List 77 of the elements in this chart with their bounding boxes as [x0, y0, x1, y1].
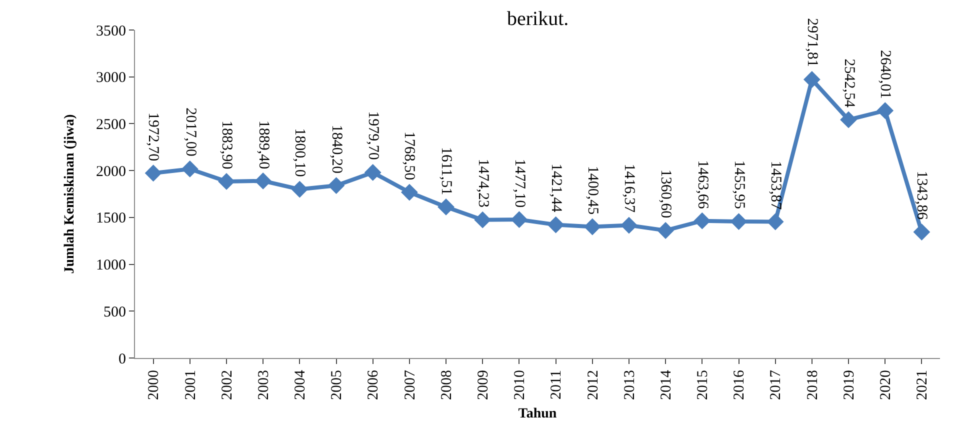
data-label: 1883,90 [218, 120, 234, 170]
data-label: 1477,10 [511, 158, 528, 208]
y-tick-label: 2500 [96, 116, 126, 133]
point [766, 213, 784, 230]
data-label: 1979,70 [364, 111, 381, 160]
point [876, 102, 894, 120]
x-tick-label: 2013 [622, 370, 638, 400]
data-label: 1840,20 [328, 124, 344, 174]
data-label: 1360,60 [658, 169, 674, 218]
x-tick-label: 2015 [695, 370, 712, 400]
x-tick-label: 2006 [366, 370, 382, 400]
x-tick-label: 2008 [438, 370, 455, 400]
x-tick-label: 2009 [475, 370, 492, 400]
point [364, 164, 382, 181]
y-tick-label: 1500 [96, 210, 126, 227]
point [254, 172, 272, 190]
x-tick-label: 2004 [292, 370, 309, 400]
point [694, 212, 711, 230]
x-tick-label: 2007 [402, 370, 418, 400]
point [474, 211, 492, 228]
point [657, 222, 674, 239]
point [730, 213, 748, 230]
point [840, 111, 857, 128]
data-label: 1416,37 [620, 164, 637, 214]
annotation: berikut. [507, 8, 569, 30]
data-label: 1474,23 [474, 158, 491, 208]
point [181, 160, 198, 178]
data-label: 1889,40 [256, 120, 272, 170]
x-tick-label: 2014 [658, 370, 674, 400]
point [913, 224, 930, 241]
x-tick-label: 2010 [512, 370, 528, 400]
y-tick-label: 500 [104, 304, 126, 320]
point [400, 184, 418, 201]
data-label: 2542,54 [840, 58, 857, 108]
point [803, 71, 820, 88]
x-tick-label: 2012 [585, 370, 602, 400]
data-label: 1421,44 [548, 163, 564, 213]
x-tick-label: 2018 [804, 370, 821, 400]
point [218, 173, 235, 190]
x-tick-label: 2002 [219, 370, 236, 400]
data-label: 1343,86 [913, 170, 930, 220]
data-label: 1455,95 [730, 160, 747, 210]
x-tick-label: 2019 [841, 370, 858, 400]
x-tick-label: 2000 [146, 370, 162, 400]
data-label: 1453,87 [768, 160, 784, 210]
y-tick-label: 2000 [96, 164, 126, 180]
data-label: 1972,70 [144, 112, 161, 162]
point [547, 216, 564, 234]
x-axis-title: Tahun [518, 406, 557, 422]
point [584, 218, 601, 236]
point [438, 198, 454, 216]
data-label: 1768,50 [401, 131, 418, 180]
x-tick-label: 2016 [732, 370, 748, 400]
x-tick-label: 2017 [768, 370, 784, 400]
y-axis-title: Jumlah Kemiskinan (jiwa) [62, 114, 78, 274]
y-tick-label: 3000 [96, 70, 126, 86]
y-tick-label: 1000 [96, 258, 126, 274]
point [328, 177, 345, 194]
x-tick-label: 2011 [548, 370, 565, 400]
data-label: 2640,01 [877, 50, 894, 99]
data-label: 1800,10 [291, 128, 308, 177]
y-tick-label: 3500 [96, 23, 126, 40]
x-tick-label: 2003 [256, 370, 272, 400]
data-label: 1400,45 [584, 166, 601, 215]
point [291, 180, 308, 198]
point [144, 164, 162, 182]
point [510, 211, 528, 228]
x-tick-label: 2020 [878, 370, 894, 400]
data-label: 2971,81 [804, 18, 820, 67]
x-tick-label: 2001 [182, 370, 199, 400]
point [620, 216, 638, 234]
data-label: 1611,51 [438, 146, 454, 196]
y-tick-label: 0 [118, 351, 126, 368]
data-label: 2017,00 [182, 108, 198, 156]
data-label: 1463,66 [694, 160, 710, 210]
x-tick-label: 2021 [914, 370, 931, 400]
x-tick-label: 2005 [329, 370, 346, 400]
